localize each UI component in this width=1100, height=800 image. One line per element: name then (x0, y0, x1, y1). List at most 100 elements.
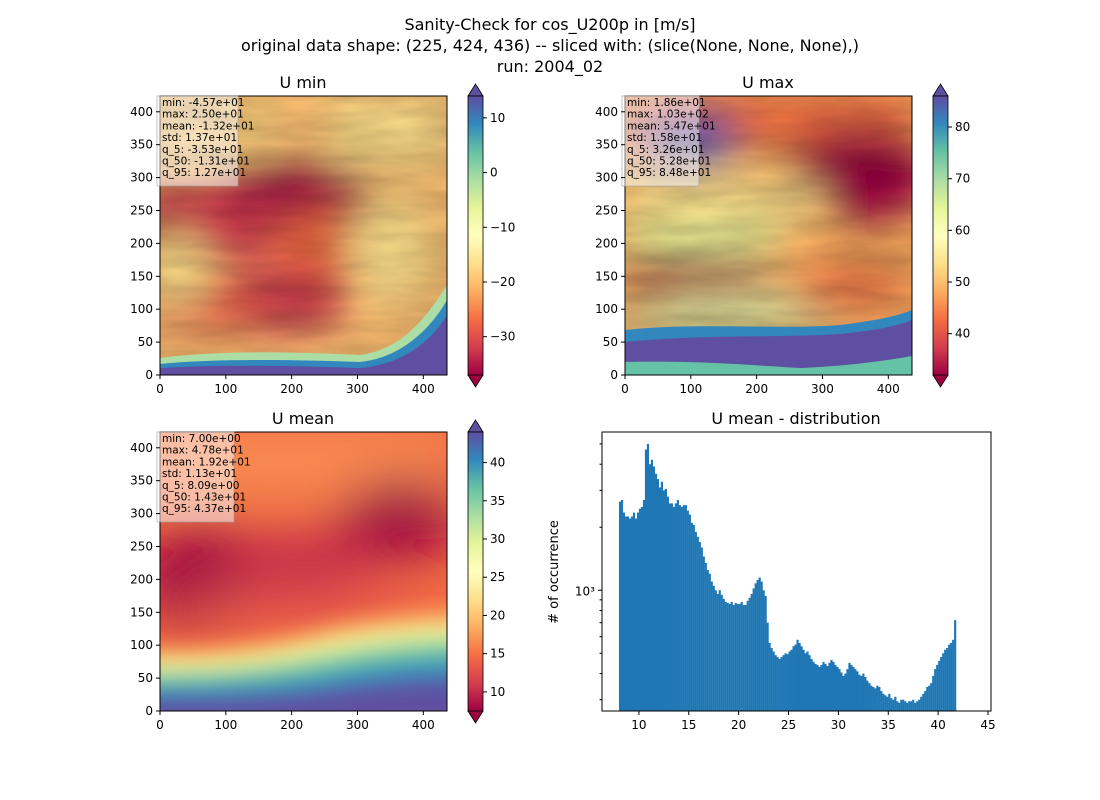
histogram-bar (636, 512, 640, 711)
stats-line: mean: 5.47e+01 (627, 120, 716, 132)
stats-line: std: 1.37e+01 (162, 132, 237, 144)
x-tick-label: 10 (631, 718, 646, 732)
x-tick-label: 300 (346, 382, 369, 396)
y-tick-label: 0 (610, 368, 618, 382)
histogram-bar (830, 659, 833, 711)
panel-title-distribution: U mean - distribution (711, 409, 880, 428)
histogram-bar (782, 655, 785, 711)
panel-title-u-min: U min (280, 73, 327, 92)
histogram-bar (726, 602, 729, 711)
histogram-bar (706, 569, 709, 711)
y-tick-label: 350 (595, 138, 618, 152)
histogram-bar (674, 503, 677, 711)
colorbar-u-mean: 40 35 30 25 20 15 10 (467, 419, 505, 724)
histogram-bar (642, 499, 646, 711)
histogram-bar (842, 675, 845, 711)
y-tick-label: 350 (130, 138, 153, 152)
histogram-bar (896, 701, 899, 711)
x-tick-label: 200 (280, 718, 303, 732)
y-axis-u-mean: 0 50 100 150 200 250 300 350 400 (130, 441, 160, 718)
histogram-bar (666, 496, 669, 711)
y-tick-label: 200 (595, 236, 618, 250)
panel-u-mean-distribution: U mean - distribution 10 15 20 25 30 35 40 45 1… (547, 409, 996, 732)
y-tick-label: 400 (130, 105, 153, 119)
suptitle-line-2: original data shape: (225, 424, 436) -- … (241, 36, 859, 55)
histogram-bar (628, 518, 632, 711)
histogram-bar (684, 505, 687, 711)
histogram-bar (742, 605, 745, 711)
histogram-bar (890, 698, 893, 711)
histogram-bar (660, 481, 663, 711)
histogram-bar (730, 601, 733, 711)
histogram-bar (944, 649, 947, 711)
histogram-bar (662, 490, 665, 711)
histogram-bar (620, 499, 624, 711)
histogram-bar (802, 649, 805, 711)
histogram-bar (882, 693, 885, 711)
histogram-bar (680, 506, 683, 711)
y-tick-label: 0 (145, 704, 153, 718)
histogram-bar (776, 656, 779, 711)
histogram-bar (798, 642, 801, 711)
colorbar-tick-label: 10 (490, 111, 505, 125)
histogram-bar (678, 505, 681, 711)
histogram-bar (690, 522, 693, 711)
stats-line: mean: -1.32e+01 (162, 120, 254, 132)
x-tick-label: 100 (214, 718, 237, 732)
histogram-bar (892, 699, 895, 711)
y-tick-label: 300 (130, 171, 153, 185)
histogram-bar (820, 664, 823, 711)
x-tick-label: 200 (745, 382, 768, 396)
stats-line: q_95: 8.48e+01 (627, 167, 711, 179)
colorbar-tick-label: 25 (490, 570, 505, 584)
histogram-bar (852, 666, 855, 711)
histogram-bar (848, 662, 851, 711)
colorbar-tick-label: 60 (955, 223, 970, 237)
colorbar-tick-label: −30 (490, 330, 515, 344)
x-axis-u-max: 0 100 200 300 400 (621, 375, 900, 396)
colorbar-tick-label: 20 (490, 608, 505, 622)
y-axis-label-distribution: # of occurrence (547, 520, 562, 624)
histogram-bar (870, 685, 873, 711)
histogram-bar (694, 531, 697, 711)
x-tick-label: 15 (681, 718, 696, 732)
histogram-bar (652, 466, 656, 711)
histogram-bar (756, 579, 759, 711)
colorbar-tick-label: 0 (490, 166, 498, 180)
histogram-bar (880, 691, 883, 711)
y-tick-label: 300 (130, 507, 153, 521)
x-tick-label: 0 (156, 382, 164, 396)
histogram-bar (942, 653, 945, 711)
histogram-bar (872, 687, 875, 711)
histogram-bar (868, 683, 871, 711)
histogram-bar (630, 516, 634, 711)
histogram-bar (922, 693, 925, 711)
histogram-bar (886, 696, 889, 711)
histogram-bar (854, 669, 857, 711)
x-tick-label: 35 (881, 718, 896, 732)
histogram-bar (790, 649, 793, 711)
histogram-bar (754, 583, 757, 711)
histogram-bar (828, 662, 831, 711)
colorbar-tick-label: 40 (490, 456, 505, 470)
colorbar-tick-label: 70 (955, 172, 970, 186)
panel-title-u-max: U max (742, 73, 794, 92)
histogram-bar (940, 656, 943, 711)
stats-line: min: -4.57e+01 (162, 97, 244, 109)
stats-line: min: 1.86e+01 (627, 97, 706, 109)
histogram-bar (812, 661, 815, 711)
colorbar-tick-label: 10 (490, 685, 505, 699)
histogram-bar (936, 664, 939, 711)
x-tick-label: 20 (731, 718, 746, 732)
y-tick-label: 50 (138, 671, 153, 685)
y-tick-label: 400 (595, 105, 618, 119)
histogram-bar (926, 687, 929, 711)
histogram-bar (794, 644, 797, 711)
histogram-bar (738, 603, 741, 711)
histogram-bar (634, 518, 638, 711)
